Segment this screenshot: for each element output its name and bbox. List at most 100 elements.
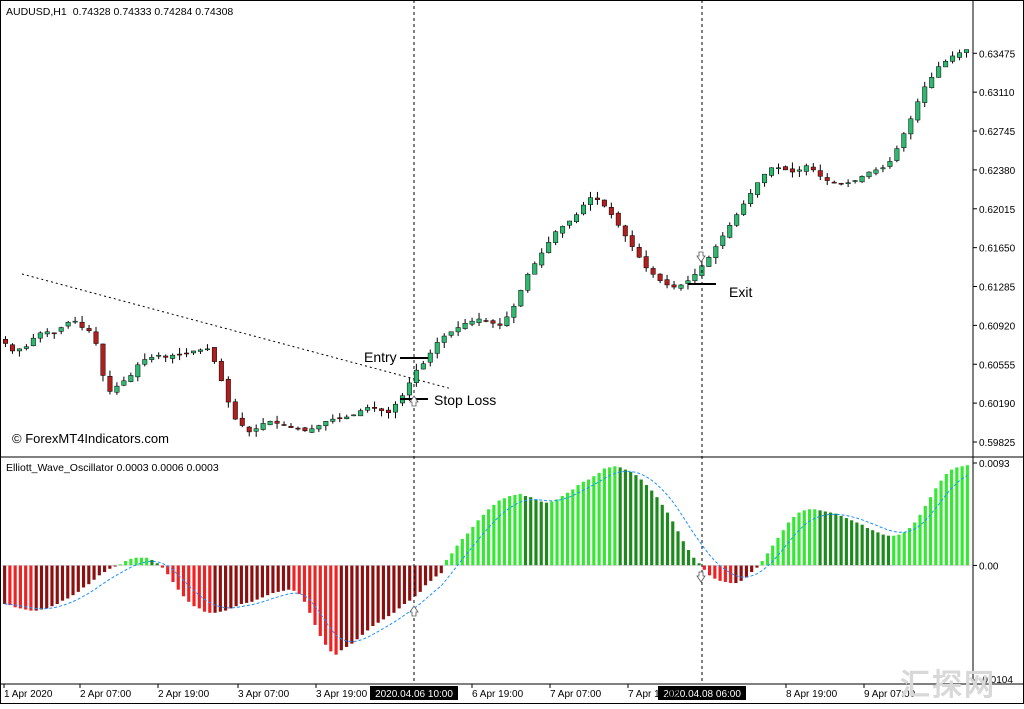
oscillator-bar (439, 565, 443, 574)
oscillator-bar (923, 505, 927, 566)
bull-candle (58, 327, 64, 332)
oscillator-bar (665, 512, 670, 566)
oscillator-bar (334, 565, 338, 655)
oscillator-bar (297, 565, 301, 595)
oscillator-bar (381, 565, 385, 620)
bull-candle (950, 55, 956, 62)
oscillator-bar (350, 565, 354, 644)
oscillator-bar (734, 565, 738, 584)
oscillator-bar (45, 565, 49, 609)
bull-candle (197, 349, 203, 352)
oscillator-bar (928, 497, 933, 566)
time-highlight-box (658, 686, 746, 700)
oscillator-bar (613, 466, 617, 566)
time-tick-label: 9 Apr 07:00 (864, 689, 916, 700)
bull-candle (713, 246, 719, 258)
oscillator-bar (702, 565, 706, 570)
oscillator-bar (618, 467, 622, 566)
oscillator-bar (876, 532, 880, 566)
bull-candle (23, 346, 29, 349)
oscillator-bar (892, 535, 896, 566)
oscillator-bar (829, 512, 833, 566)
oscillator-bar (850, 520, 854, 566)
bear-candle (671, 284, 677, 288)
oscillator-bar (823, 511, 827, 566)
buy-arrow-icon (409, 605, 419, 617)
bull-candle (427, 352, 433, 363)
bull-candle (323, 420, 329, 427)
price-tick-label: 0.59825 (979, 438, 1016, 449)
price-tick-label: 0.60190 (979, 399, 1016, 410)
oscillator-bar (844, 518, 848, 566)
oscillator-bar (544, 502, 549, 566)
oscillator-bar (807, 509, 812, 566)
bull-candle (678, 284, 684, 289)
bull-candle (873, 169, 879, 174)
oscillator-bar (3, 565, 7, 604)
oscillator-bar (71, 565, 75, 596)
oscillator-bar (213, 565, 217, 613)
oscillator-bar (855, 522, 859, 566)
bull-candle (149, 357, 155, 360)
oscillator-bar (529, 497, 533, 566)
bear-candle (490, 320, 496, 324)
oscillator-bar (765, 553, 770, 566)
oscillator-bar (160, 565, 165, 568)
oscillator-bar (771, 545, 775, 566)
oscillator-bar (597, 472, 601, 566)
oscillator-bar (313, 565, 317, 625)
oscillator-bar (150, 559, 154, 566)
bull-candle (44, 331, 50, 335)
oscillator-bar (418, 565, 422, 592)
oscillator-bar (108, 565, 112, 569)
bear-candle (177, 353, 183, 356)
price-axis-ticks: 0.63475 0.63110 0.62745 0.62380 0.62015 0.616… (973, 49, 1016, 449)
bull-candle (448, 331, 454, 336)
bull-candle (204, 348, 210, 351)
time-tick-label: 3 Apr 07:00 (238, 689, 290, 700)
oscillator-bar (218, 565, 222, 612)
bear-candle (657, 273, 663, 281)
oscillator-bar (497, 500, 501, 566)
time-tick-label: 2 Apr 19:00 (158, 689, 210, 700)
bull-candle (142, 359, 148, 365)
bull-candle (769, 167, 775, 176)
bear-candle (295, 427, 301, 430)
bear-candle (664, 279, 670, 286)
oscillator-layer (2, 465, 970, 655)
oscillator-bar (302, 565, 307, 602)
bear-candle (232, 401, 238, 420)
bull-candle (413, 369, 419, 384)
bear-candle (636, 247, 642, 258)
oscillator-bar (255, 565, 259, 600)
bull-candle (943, 61, 949, 68)
signal-line-layer (4, 470, 968, 643)
bear-candle (615, 212, 621, 226)
oscillator-bar (229, 565, 233, 609)
bear-candle (831, 181, 837, 184)
bear-candle (51, 332, 57, 335)
bull-candle (330, 418, 336, 422)
vertical-markers: 2020.04.06 10:00 2020.04.08 06:00 (370, 0, 746, 700)
oscillator-bar (455, 545, 459, 566)
bull-candle (796, 169, 802, 172)
oscillator-bar (960, 466, 964, 566)
symbol-header: AUDUSD,H1 0.74328 0.74333 0.74284 0.74308 (6, 6, 233, 18)
stop-loss-label: Stop Loss (434, 392, 496, 408)
oscillator-bar (18, 565, 22, 609)
bull-candle (706, 256, 712, 267)
oscillator-bar (881, 534, 885, 566)
osc-tick-label: 0.00 (979, 561, 999, 572)
oscillator-bar (907, 527, 912, 566)
oscillator-bar (129, 558, 133, 566)
bull-candle (957, 52, 963, 58)
oscillator-bar (555, 499, 559, 566)
oscillator-bar (781, 530, 785, 566)
oscillator-bar (81, 565, 86, 588)
oscillator-bar (355, 565, 359, 640)
oscillator-bar (118, 564, 122, 566)
bull-candle (567, 220, 573, 226)
